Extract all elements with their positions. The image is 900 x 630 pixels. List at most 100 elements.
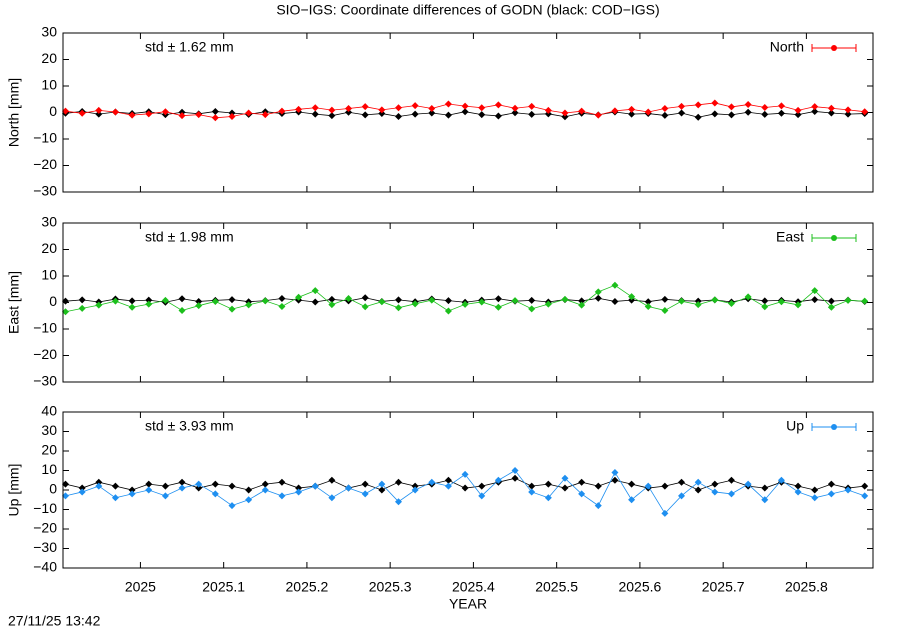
marker (394, 498, 402, 506)
marker (744, 108, 752, 116)
y-tick-label: 20 (41, 240, 57, 256)
marker (278, 478, 286, 486)
annotation: std ± 1.98 mm (145, 229, 234, 245)
marker (195, 297, 203, 305)
marker (161, 482, 169, 490)
marker (511, 104, 519, 112)
marker (195, 302, 203, 310)
marker (261, 111, 269, 119)
marker (528, 296, 536, 304)
marker (261, 486, 269, 494)
y-tick-label: 0 (49, 293, 57, 309)
marker (145, 300, 153, 308)
marker (428, 478, 436, 486)
marker (678, 109, 686, 117)
marker (861, 108, 869, 116)
marker (245, 109, 253, 117)
marker (727, 103, 735, 111)
marker (827, 303, 835, 311)
marker (61, 297, 69, 305)
marker (278, 302, 286, 310)
marker (444, 111, 452, 119)
marker (811, 287, 819, 295)
marker (861, 482, 869, 490)
series (61, 467, 869, 517)
marker (544, 300, 552, 308)
marker (95, 482, 103, 490)
marker (611, 476, 619, 484)
marker (211, 107, 219, 115)
marker (228, 112, 236, 120)
marker (394, 296, 402, 304)
marker (361, 480, 369, 488)
marker (594, 111, 602, 119)
x-tick-label: 2025 (125, 579, 156, 595)
marker (661, 509, 669, 517)
marker (428, 105, 436, 113)
marker (378, 106, 386, 114)
marker (528, 488, 536, 496)
x-tick-label: 2025.8 (785, 579, 828, 595)
y-tick-label: −30 (33, 373, 57, 389)
marker (161, 296, 169, 304)
marker (361, 103, 369, 111)
marker (494, 101, 502, 109)
marker (578, 490, 586, 498)
marker (145, 480, 153, 488)
marker (744, 480, 752, 488)
y-tick-label: −10 (33, 130, 57, 146)
marker (295, 488, 303, 496)
marker (694, 301, 702, 309)
marker (278, 107, 286, 115)
marker (694, 486, 702, 494)
y-tick-label: 0 (49, 481, 57, 497)
marker (644, 302, 652, 310)
legend-label: North (770, 39, 804, 55)
marker (228, 305, 236, 313)
marker (578, 297, 586, 305)
marker (694, 478, 702, 486)
marker (761, 496, 769, 504)
marker (494, 303, 502, 311)
marker (461, 102, 469, 110)
marker (628, 105, 636, 113)
marker (628, 480, 636, 488)
series (61, 99, 869, 122)
marker (444, 482, 452, 490)
marker (744, 293, 752, 301)
y-tick-label: −40 (33, 559, 57, 575)
marker (461, 470, 469, 478)
marker (128, 111, 136, 119)
x-tick-label: 2025.7 (702, 579, 745, 595)
marker (777, 109, 785, 117)
plot-frame (62, 411, 874, 569)
legend-marker (831, 424, 837, 430)
marker (811, 486, 819, 494)
marker (494, 295, 502, 303)
annotation: std ± 3.93 mm (145, 418, 234, 434)
y-tick-label: 30 (41, 422, 57, 438)
marker (278, 492, 286, 500)
marker (461, 108, 469, 116)
marker (195, 484, 203, 492)
marker (844, 486, 852, 494)
marker (428, 296, 436, 304)
marker (78, 484, 86, 492)
marker (178, 478, 186, 486)
marker (361, 303, 369, 311)
marker (611, 468, 619, 476)
marker (261, 480, 269, 488)
marker (111, 297, 119, 305)
marker (228, 296, 236, 304)
x-tick-label: 2025.4 (452, 579, 495, 595)
marker (528, 305, 536, 313)
marker (578, 478, 586, 486)
y-tick-label: 10 (41, 77, 57, 93)
marker (777, 298, 785, 306)
y-tick-label: 10 (41, 267, 57, 283)
marker (361, 490, 369, 498)
marker (794, 482, 802, 490)
legend-label: East (776, 229, 804, 245)
